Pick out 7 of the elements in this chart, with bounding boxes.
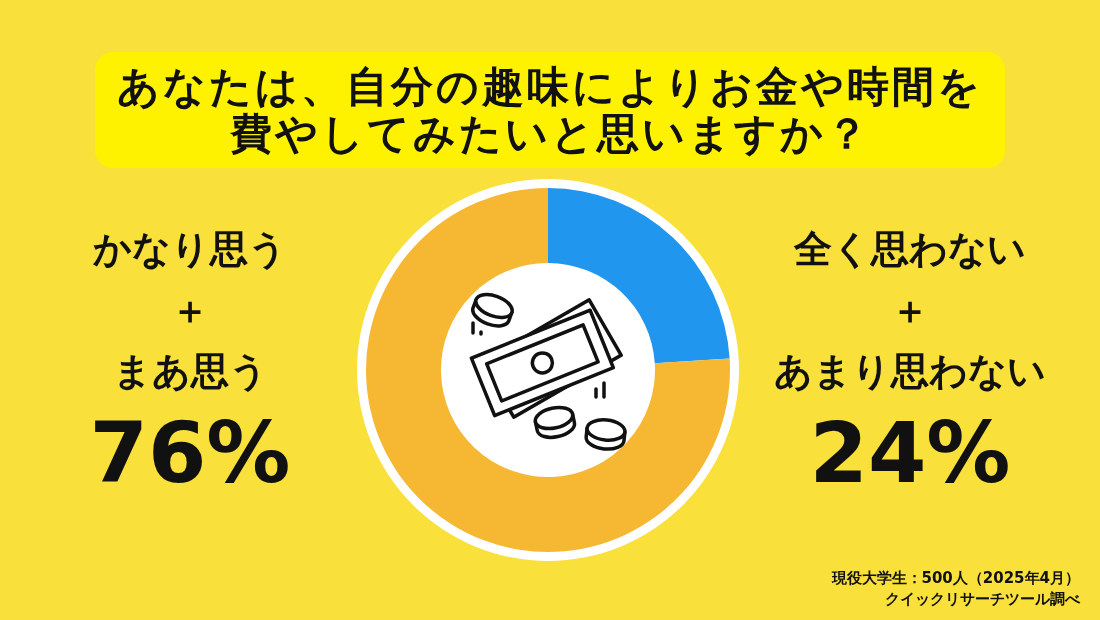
text: クイックリサーチツール調べ [885, 590, 1081, 608]
chart-title: あなたは、自分の趣味によりお金や時間を費やしてみたいと思いますか？ [117, 62, 983, 158]
data-label: 76% [89, 404, 291, 502]
slice-label: 全く思わない＋あまり思わない [774, 227, 1046, 393]
slice-label: かなり思う＋まあ思う [92, 227, 287, 393]
text: 現役大学生：500人（2025年4月） [830, 569, 1080, 587]
data-label: 24% [809, 404, 1011, 502]
